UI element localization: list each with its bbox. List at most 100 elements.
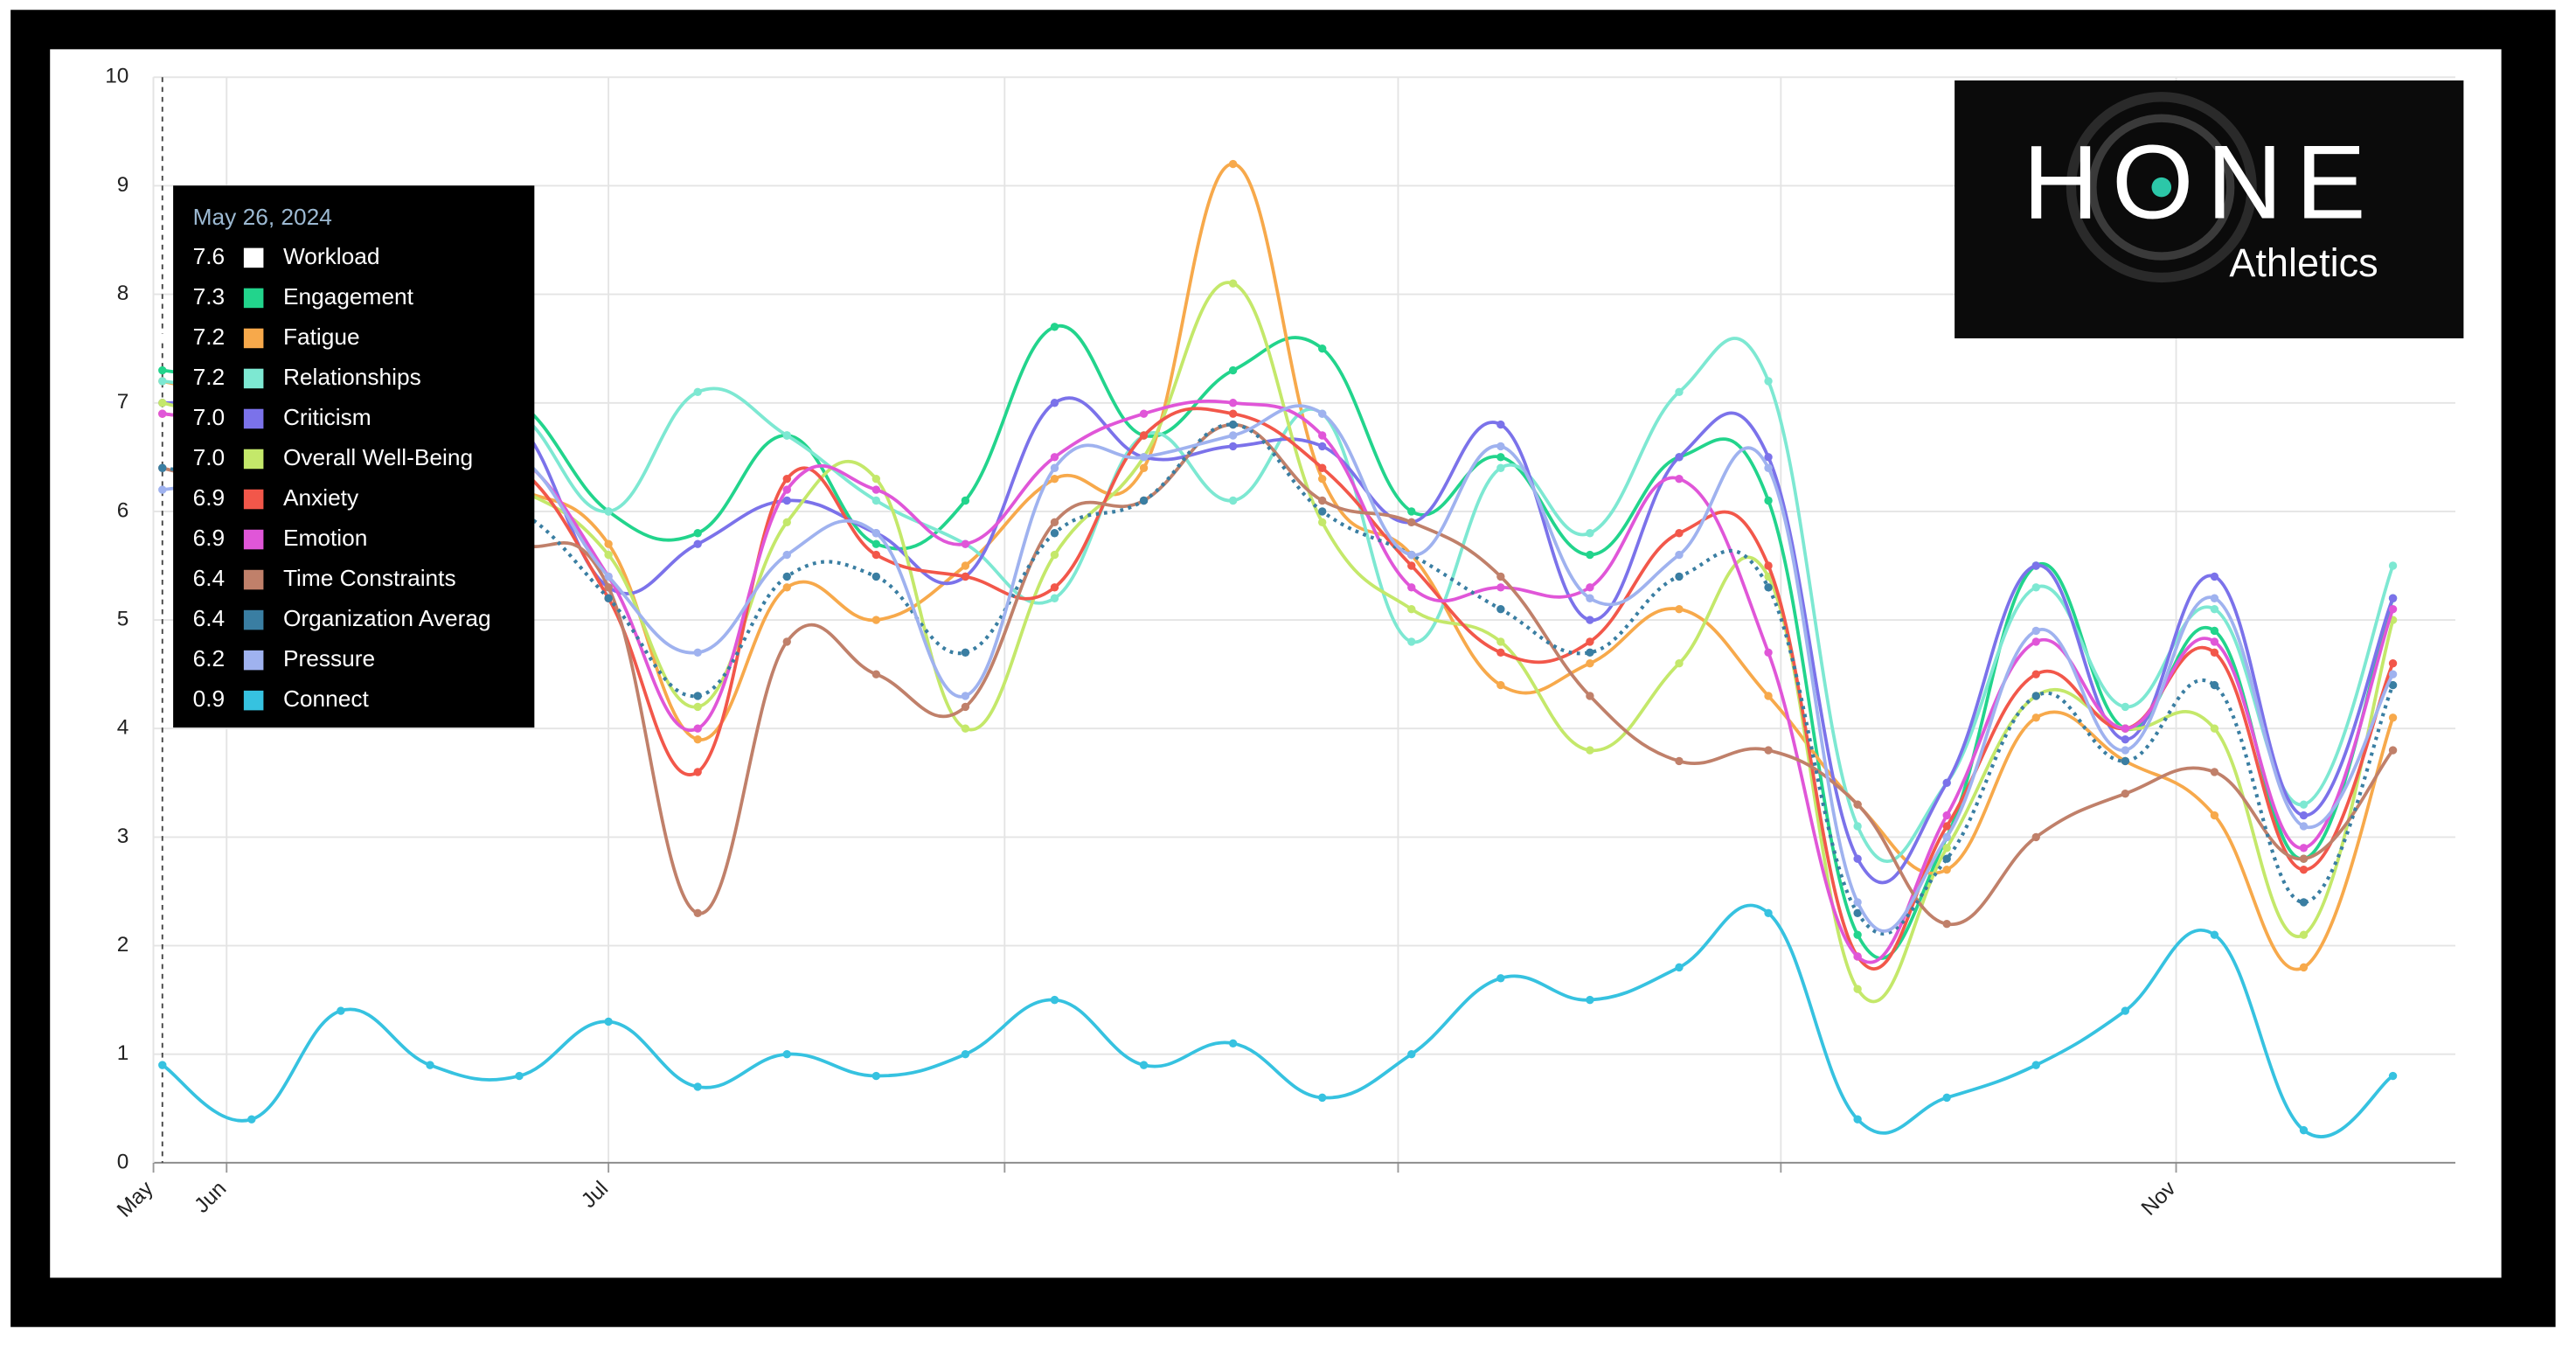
data-point [247, 1115, 256, 1124]
data-point [2388, 561, 2398, 570]
y-tick-label: 2 [117, 933, 129, 957]
y-tick-label: 9 [117, 173, 129, 197]
tooltip-value: 0.9 [193, 685, 226, 712]
data-point [2121, 724, 2130, 733]
data-point [2031, 637, 2040, 646]
data-point [1139, 496, 1149, 505]
data-point [1942, 1093, 1951, 1103]
data-point [1050, 550, 1059, 560]
data-point [1050, 323, 1059, 331]
data-point [693, 1082, 702, 1091]
data-point [2299, 865, 2309, 874]
data-point [1586, 746, 1594, 755]
tooltip-value: 6.4 [193, 605, 226, 631]
data-point [961, 561, 970, 570]
data-point [2210, 637, 2219, 646]
data-point [1228, 442, 1238, 451]
data-point [1853, 930, 1862, 939]
data-point [2388, 604, 2398, 614]
data-point [1228, 279, 1238, 288]
data-point [1407, 561, 1416, 570]
data-point [1675, 604, 1684, 614]
data-point [604, 572, 613, 581]
data-point [1050, 463, 1059, 472]
data-point [337, 1006, 345, 1015]
data-point [693, 539, 702, 548]
data-point [782, 496, 791, 505]
data-point [1586, 637, 1594, 646]
data-point [158, 365, 167, 375]
tooltip-name: Time Constraints [283, 565, 456, 591]
data-point [1407, 637, 1416, 646]
tooltip-value: 6.4 [193, 565, 226, 591]
y-tick-label: 6 [117, 498, 129, 522]
data-point [158, 485, 167, 494]
data-point [871, 485, 881, 494]
data-point [2210, 648, 2219, 658]
y-tick-label: 10 [105, 65, 128, 88]
tooltip-value: 7.6 [193, 243, 226, 269]
data-point [693, 908, 702, 917]
data-point [782, 637, 791, 646]
data-point [158, 377, 167, 386]
data-point [2210, 724, 2219, 733]
data-point [693, 724, 702, 733]
data-point [1675, 529, 1684, 538]
data-point [961, 692, 970, 700]
data-point [2388, 594, 2398, 602]
data-point [1764, 746, 1773, 755]
data-point [1228, 399, 1238, 407]
data-point [1407, 604, 1416, 614]
data-point [1496, 637, 1505, 646]
tooltip-name: Criticism [283, 404, 371, 430]
data-point [1586, 583, 1594, 592]
data-point [2299, 898, 2309, 907]
data-point [2210, 680, 2219, 690]
y-tick-label: 0 [117, 1150, 129, 1173]
data-point [2299, 811, 2309, 820]
data-point [2031, 561, 2040, 570]
data-point [1318, 496, 1327, 505]
data-point [961, 1050, 970, 1059]
data-point [1139, 453, 1149, 462]
data-point [2121, 746, 2130, 755]
tooltip-swatch [243, 408, 264, 429]
data-point [1942, 920, 1951, 929]
tooltip-value: 6.9 [193, 525, 226, 551]
y-tick-label: 7 [117, 390, 129, 414]
data-point [158, 463, 167, 472]
tooltip: May 26, 2024 7.6 Workload 7.3 Engagement 7.2… [173, 185, 535, 728]
data-point [1942, 865, 1951, 874]
data-point [1675, 963, 1684, 972]
data-point [782, 1050, 791, 1059]
data-point [1228, 496, 1238, 505]
data-point [782, 518, 791, 527]
series-line [162, 396, 2395, 885]
logo-bg [1955, 80, 2464, 338]
data-point [2388, 680, 2398, 690]
data-point [1496, 680, 1505, 690]
data-point [961, 724, 970, 733]
data-point [2031, 1061, 2040, 1069]
data-point [2210, 626, 2219, 636]
tooltip-name: Pressure [283, 645, 375, 672]
data-point [693, 768, 702, 776]
tooltip-swatch [243, 368, 264, 389]
data-point [1496, 420, 1505, 429]
data-point [2299, 854, 2309, 863]
tooltip-name: Overall Well-Being [283, 444, 473, 470]
data-point [1050, 583, 1059, 592]
data-point [1586, 995, 1594, 1005]
data-point [2031, 692, 2040, 700]
logo-subtitle: Athletics [2229, 240, 2378, 285]
tooltip-swatch [243, 449, 264, 470]
data-point [1228, 1039, 1238, 1047]
data-point [2299, 963, 2309, 972]
data-point [1228, 365, 1238, 375]
data-point [693, 734, 702, 744]
data-point [1853, 908, 1862, 917]
data-point [1675, 572, 1684, 581]
data-point [1496, 463, 1505, 472]
data-point [1586, 529, 1594, 538]
